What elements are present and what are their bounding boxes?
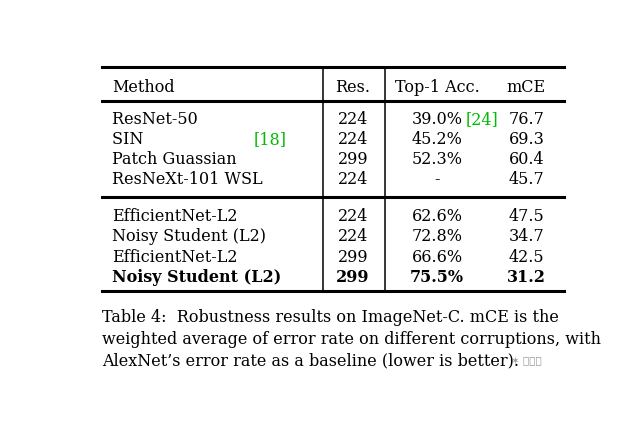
- Text: mCE: mCE: [507, 79, 546, 96]
- Text: [18]: [18]: [253, 131, 287, 148]
- Text: weighted average of error rate on different corruptions, with: weighted average of error rate on differ…: [102, 331, 602, 348]
- Text: 45.7: 45.7: [509, 171, 544, 188]
- Text: Noisy Student (L2): Noisy Student (L2): [112, 228, 266, 245]
- Text: 299: 299: [336, 269, 369, 286]
- Text: 299: 299: [337, 249, 368, 266]
- Text: 299: 299: [337, 151, 368, 168]
- Text: Res.: Res.: [335, 79, 371, 96]
- Text: EfficientNet-L2: EfficientNet-L2: [112, 249, 237, 266]
- Text: Method: Method: [112, 79, 175, 96]
- Text: 76.7: 76.7: [508, 111, 545, 128]
- Text: ResNet-50: ResNet-50: [112, 111, 203, 128]
- Text: AlexNet’s error rate as a baseline (lower is better).: AlexNet’s error rate as a baseline (lowe…: [102, 353, 519, 370]
- Text: 224: 224: [338, 228, 368, 245]
- Text: SIN: SIN: [112, 131, 148, 148]
- Text: 39.0%: 39.0%: [412, 111, 463, 128]
- Text: 66.6%: 66.6%: [412, 249, 463, 266]
- Text: ✶ 量子位: ✶ 量子位: [511, 356, 541, 366]
- Text: Table 4:  Robustness results on ImageNet-C. mCE is the: Table 4: Robustness results on ImageNet-…: [102, 309, 559, 326]
- Text: 60.4: 60.4: [509, 151, 544, 168]
- Text: 47.5: 47.5: [509, 208, 544, 225]
- Text: Noisy Student (L2): Noisy Student (L2): [112, 269, 282, 286]
- Text: -: -: [435, 171, 440, 188]
- Text: 72.8%: 72.8%: [412, 228, 463, 245]
- Text: 224: 224: [338, 171, 368, 188]
- Text: ResNeXt-101 WSL: ResNeXt-101 WSL: [112, 171, 268, 188]
- Text: 69.3: 69.3: [508, 131, 545, 148]
- Text: 224: 224: [338, 111, 368, 128]
- Text: 45.2%: 45.2%: [412, 131, 463, 148]
- Text: [24]: [24]: [466, 111, 499, 128]
- Text: 34.7: 34.7: [509, 228, 544, 245]
- Text: 224: 224: [338, 208, 368, 225]
- Text: 75.5%: 75.5%: [410, 269, 464, 286]
- Text: 42.5: 42.5: [509, 249, 544, 266]
- Text: EfficientNet-L2: EfficientNet-L2: [112, 208, 237, 225]
- Text: 52.3%: 52.3%: [412, 151, 463, 168]
- Text: Top-1 Acc.: Top-1 Acc.: [395, 79, 479, 96]
- Text: Patch Guassian: Patch Guassian: [112, 151, 242, 168]
- Text: 31.2: 31.2: [507, 269, 546, 286]
- Text: 224: 224: [338, 131, 368, 148]
- Text: 62.6%: 62.6%: [412, 208, 463, 225]
